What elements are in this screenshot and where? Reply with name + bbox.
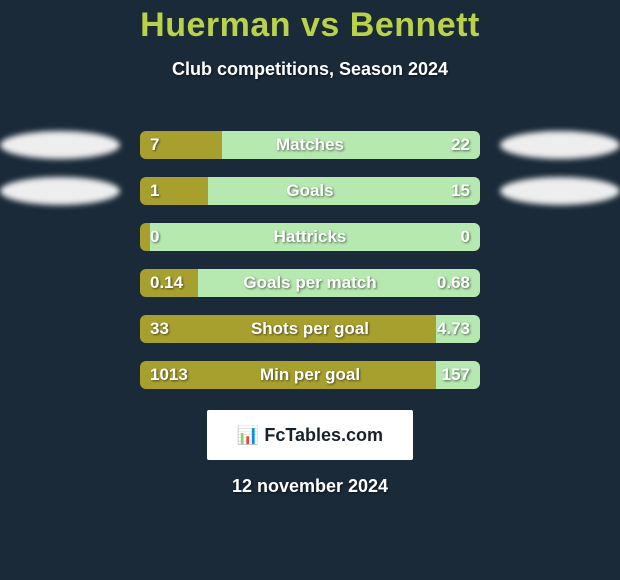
logo-box: 📊 FcTables.com [207,410,413,460]
value-left: 0 [150,227,159,247]
bar-track [140,315,480,343]
halo-left [0,177,120,205]
bar-left [140,315,436,343]
value-right: 15 [451,181,470,201]
title-vs: vs [291,6,350,44]
halo-left [0,131,120,159]
value-right: 157 [442,365,470,385]
player-right-name: Bennett [350,6,480,44]
logo-icon: 📊 [237,425,258,446]
stat-row: 0.140.68Goals per match [0,260,620,306]
halo-right [500,131,620,159]
bar-left [140,223,150,251]
bar-track [140,361,480,389]
value-right: 0.68 [437,273,470,293]
value-left: 7 [150,135,159,155]
player-left-name: Huerman [140,6,291,44]
value-right: 22 [451,135,470,155]
value-left: 33 [150,319,169,339]
stat-row: 1013157Min per goal [0,352,620,398]
value-right: 0 [461,227,470,247]
stat-row: 00Hattricks [0,214,620,260]
bar-right [222,131,480,159]
value-left: 1 [150,181,159,201]
value-right: 4.73 [437,319,470,339]
bar-track [140,223,480,251]
stat-row: 722Matches [0,122,620,168]
date-label: 12 november 2024 [0,476,620,497]
page-title: Huerman vs Bennett [0,0,620,45]
subtitle: Club competitions, Season 2024 [0,59,620,80]
stat-row: 115Goals [0,168,620,214]
bar-track [140,131,480,159]
bar-track [140,177,480,205]
stats-rows: 722Matches115Goals00Hattricks0.140.68Goa… [0,122,620,398]
halo-right [500,177,620,205]
value-left: 0.14 [150,273,183,293]
logo-text: FcTables.com [264,425,383,446]
bar-right [208,177,480,205]
bar-track [140,269,480,297]
value-left: 1013 [150,365,188,385]
stat-row: 334.73Shots per goal [0,306,620,352]
bar-right [150,223,480,251]
